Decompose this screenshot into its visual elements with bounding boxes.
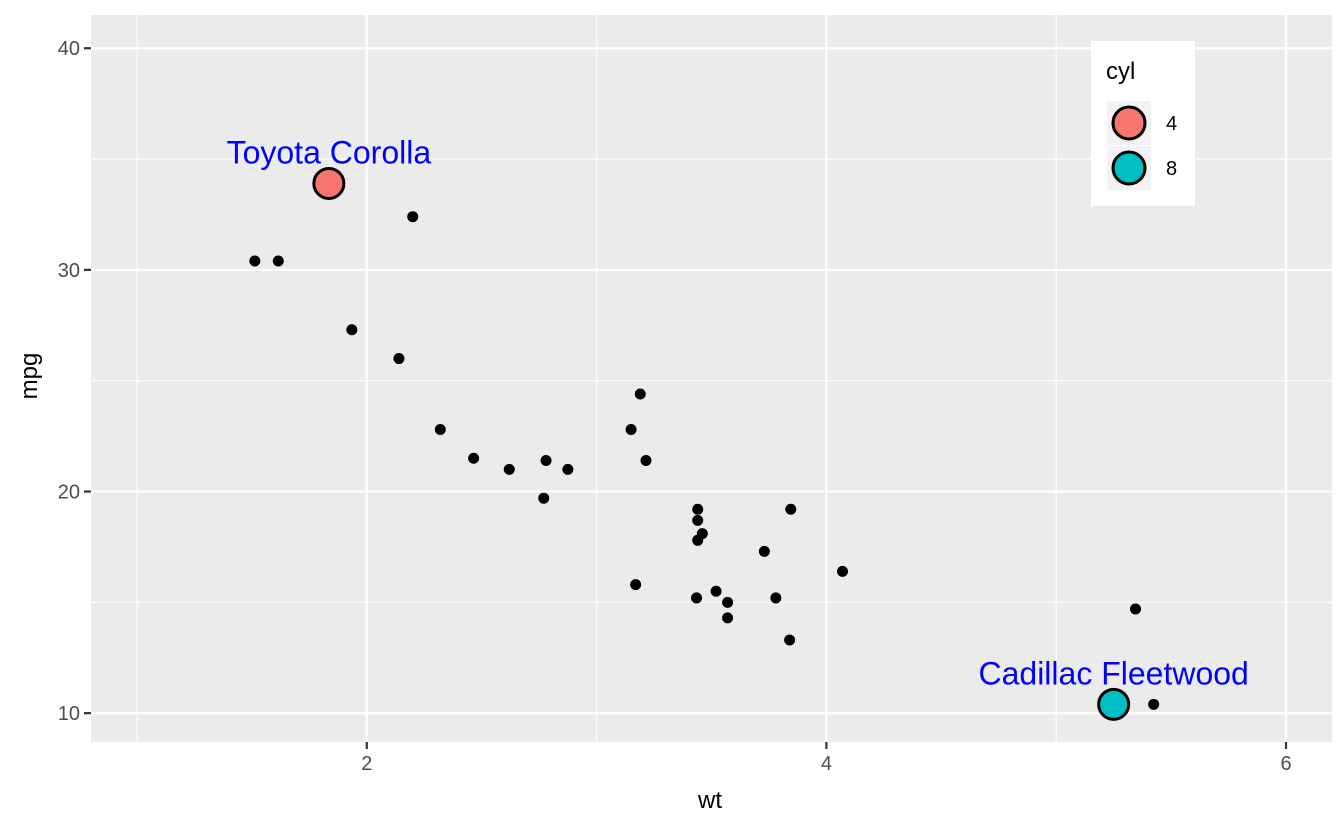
x-tick-label: 6 xyxy=(1280,753,1291,775)
data-point xyxy=(468,452,480,464)
data-point xyxy=(538,492,550,504)
data-point xyxy=(1148,698,1160,710)
legend: cyl 4 8 xyxy=(1091,41,1195,206)
data-point xyxy=(836,565,848,577)
data-point xyxy=(692,503,704,515)
y-tick-label: 30 xyxy=(58,260,80,282)
data-point xyxy=(630,579,642,591)
annotations: Toyota Corolla Cadillac Fleetwood xyxy=(227,134,1249,691)
data-point xyxy=(692,514,704,526)
data-points xyxy=(249,211,1160,710)
legend-key-8 xyxy=(1111,150,1147,186)
point-label: Cadillac Fleetwood xyxy=(978,655,1248,691)
tick-labels: 2 4 6 10 20 30 40 xyxy=(58,38,1292,775)
x-tick-label: 4 xyxy=(821,753,832,775)
data-point xyxy=(625,423,637,435)
data-point xyxy=(640,455,652,467)
data-point xyxy=(785,503,797,515)
data-point xyxy=(434,423,446,435)
data-point xyxy=(562,463,574,475)
x-tick-label: 2 xyxy=(361,753,372,775)
y-axis-title: mpg xyxy=(16,353,43,400)
data-point xyxy=(634,388,646,400)
data-point xyxy=(696,528,708,540)
y-tick-label: 20 xyxy=(58,482,80,504)
data-point xyxy=(710,585,722,597)
y-tick-label: 10 xyxy=(58,703,80,725)
data-point xyxy=(770,592,782,604)
highlighted-point xyxy=(312,166,346,200)
axis-ticks xyxy=(84,47,1288,749)
legend-key-4 xyxy=(1111,105,1147,141)
data-point xyxy=(784,634,796,646)
point-label: Toyota Corolla xyxy=(227,134,432,170)
legend-title: cyl xyxy=(1106,58,1135,85)
data-point xyxy=(540,455,552,467)
highlighted-point xyxy=(1097,687,1131,721)
data-point xyxy=(249,255,261,267)
legend-label-4: 4 xyxy=(1166,113,1177,135)
data-point xyxy=(691,592,703,604)
data-point xyxy=(272,255,284,267)
data-point xyxy=(722,596,734,608)
highlighted-points xyxy=(312,166,1131,721)
x-axis-title: wt xyxy=(697,787,722,814)
data-point xyxy=(1130,603,1142,615)
data-point xyxy=(393,353,405,365)
data-point xyxy=(407,211,419,223)
legend-label-8: 8 xyxy=(1166,158,1177,180)
data-point xyxy=(758,545,770,557)
data-point xyxy=(346,324,358,336)
data-point xyxy=(722,612,734,624)
y-tick-label: 40 xyxy=(58,38,80,60)
data-point xyxy=(503,463,515,475)
